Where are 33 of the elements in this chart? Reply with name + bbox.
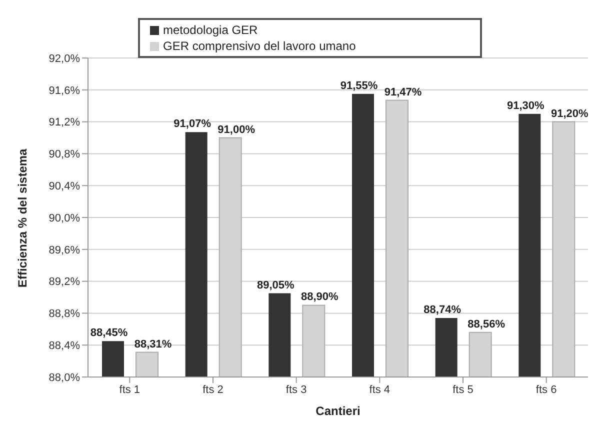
- legend-label: GER comprensivo del lavoro umano: [163, 39, 356, 53]
- data-label: 91,55%: [340, 80, 378, 92]
- data-label: 89,05%: [257, 279, 295, 292]
- data-label: 88,74%: [424, 304, 462, 316]
- y-tick-label: 90,4%: [48, 180, 80, 193]
- y-tick-label: 92,0%: [48, 52, 80, 65]
- y-tick-label: 90,0%: [48, 212, 80, 224]
- y-tick-label: 89,6%: [48, 244, 80, 256]
- data-label: 88,31%: [134, 338, 172, 350]
- y-tick-label: 91,2%: [48, 116, 80, 129]
- x-tick-label: fts 3: [286, 384, 307, 396]
- data-label: 91,30%: [507, 100, 545, 112]
- y-axis-title: Efficienza % del sistema: [15, 148, 30, 288]
- y-tick-label: 88,8%: [48, 308, 80, 320]
- data-label: 88,56%: [468, 318, 506, 330]
- x-tick-label: fts 2: [202, 384, 224, 396]
- x-tick-label: fts 6: [536, 384, 557, 396]
- x-axis-title: Cantieri: [316, 404, 360, 418]
- data-label: 88,90%: [301, 291, 339, 304]
- data-label: 91,07%: [174, 118, 212, 130]
- x-tick-label: fts 1: [119, 384, 140, 396]
- data-label: 91,20%: [551, 108, 589, 120]
- y-tick-label: 91,6%: [48, 84, 80, 97]
- data-label: 91,00%: [218, 124, 256, 136]
- x-tick-label: fts 5: [452, 384, 474, 396]
- y-tick-label: 89,2%: [48, 276, 80, 288]
- y-tick-label: 88,4%: [48, 340, 80, 352]
- y-tick-label: 88,0%: [48, 372, 80, 384]
- legend-label: metodologia GER: [163, 23, 258, 37]
- x-tick-label: fts 4: [369, 384, 390, 396]
- y-tick-label: 90,8%: [48, 148, 80, 161]
- data-label: 88,45%: [90, 327, 128, 340]
- data-label: 91,47%: [384, 86, 422, 98]
